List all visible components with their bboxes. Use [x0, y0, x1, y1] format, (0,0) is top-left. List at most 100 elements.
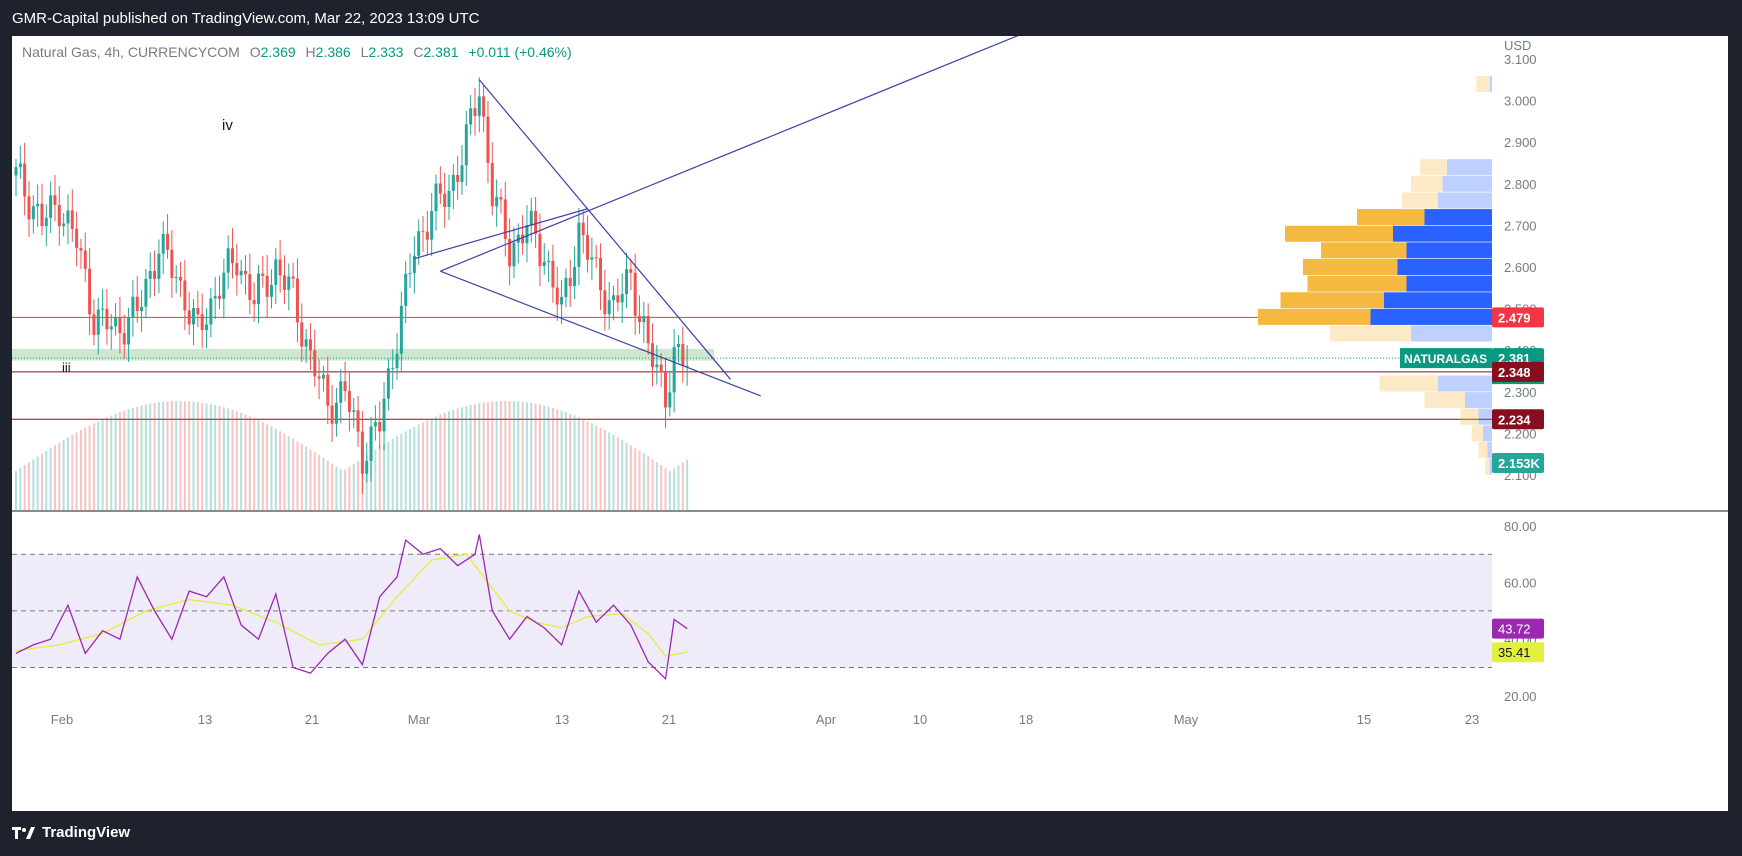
- brand-name: TradingView: [42, 824, 131, 841]
- volume-bar: [556, 409, 559, 511]
- volume-profile-up-bar: [1285, 225, 1393, 242]
- volume-profile-down-bar: [1411, 325, 1492, 342]
- volume-bar: [101, 419, 104, 511]
- volume-bar: [318, 455, 321, 511]
- volume-bar: [105, 417, 108, 511]
- time-tick-label: 13: [198, 712, 212, 727]
- price-tick-label: 2.600: [1504, 260, 1537, 275]
- candle-body: [594, 257, 598, 259]
- candle-body: [261, 273, 265, 276]
- candle-body: [399, 305, 403, 354]
- volume-bar: [170, 401, 173, 511]
- candle-body: [92, 314, 96, 335]
- publish-info: GMR-Capital published on TradingView.com…: [12, 10, 480, 27]
- candle-body: [101, 308, 105, 310]
- volume-bar: [573, 415, 576, 511]
- candle-body: [486, 116, 490, 163]
- volume-profile-down-bar: [1442, 175, 1492, 192]
- volume-profile-up-bar: [1478, 442, 1488, 459]
- volume-bar: [370, 452, 373, 511]
- volume-bar: [677, 465, 680, 511]
- volume-bar: [144, 404, 147, 511]
- candle-body: [205, 324, 209, 330]
- volume-bar: [400, 433, 403, 511]
- volume-bar: [534, 403, 537, 511]
- price-tick-label: 3.000: [1504, 94, 1537, 109]
- candle-body: [529, 210, 533, 226]
- candle-body: [222, 272, 226, 299]
- trendline: [414, 208, 588, 260]
- close-value: 2.381: [423, 44, 459, 60]
- volume-bar: [603, 429, 606, 511]
- time-tick-label: 13: [555, 712, 569, 727]
- volume-bar: [110, 415, 113, 511]
- candle-body: [434, 183, 438, 212]
- volume-bar: [638, 450, 641, 511]
- candle-body: [209, 298, 213, 325]
- candle-body: [430, 211, 434, 240]
- volume-bar: [175, 401, 178, 511]
- low-value: 2.333: [368, 44, 404, 60]
- candle-body: [304, 339, 308, 347]
- volume-profile-up-bar: [1379, 375, 1438, 392]
- chart-frame[interactable]: 3.1003.0002.9002.8002.7002.6002.5002.400…: [12, 25, 1728, 811]
- candle-body: [542, 261, 546, 266]
- price-tick-label: 2.300: [1504, 385, 1537, 400]
- volume-bar: [495, 401, 498, 511]
- high-value: 2.386: [315, 44, 351, 60]
- volume-profile-up-bar: [1424, 392, 1465, 409]
- candle-body: [668, 392, 672, 408]
- wave-label-iii: iii: [62, 360, 71, 375]
- rsi-line: [15, 534, 688, 681]
- chart-canvas[interactable]: 3.1003.0002.9002.8002.7002.6002.5002.400…: [12, 25, 1728, 811]
- volume-bar: [530, 402, 533, 511]
- volume-bar: [551, 407, 554, 511]
- volume-profile-up-bar: [1402, 192, 1438, 209]
- volume-bar: [357, 460, 360, 511]
- candle-body: [40, 203, 44, 227]
- volume-bar: [612, 434, 615, 511]
- volume-bar: [244, 414, 247, 511]
- volume-bar: [292, 438, 295, 511]
- candle-body: [360, 431, 364, 474]
- candle-body: [300, 322, 304, 347]
- volume-bar: [374, 449, 377, 511]
- volume-bar: [517, 401, 520, 511]
- volume-bar: [538, 404, 541, 511]
- candle-body: [638, 315, 642, 323]
- volume-bar: [491, 401, 494, 511]
- volume-bar: [140, 405, 143, 511]
- volume-profile-down-bar: [1483, 425, 1492, 442]
- volume-bar: [560, 410, 563, 511]
- volume-bar: [383, 444, 386, 511]
- candle-body: [534, 210, 538, 234]
- volume-profile-up-bar: [1303, 259, 1398, 275]
- volume-bar: [97, 421, 100, 511]
- candle-body: [66, 210, 70, 224]
- volume-bar: [439, 414, 442, 511]
- volume-bar: [19, 468, 22, 511]
- tradingview-footer[interactable]: TradingView: [12, 824, 130, 841]
- volume-profile-up-bar: [1476, 75, 1490, 92]
- rsi-ma-line: [15, 553, 688, 657]
- volume-bar: [71, 434, 74, 511]
- volume-bar: [114, 413, 117, 511]
- volume-profile-down-bar: [1478, 408, 1492, 425]
- volume-profile-down-bar: [1370, 308, 1492, 325]
- candle-body: [469, 108, 473, 125]
- volume-bar: [136, 406, 139, 511]
- candle-body: [659, 364, 663, 373]
- volume-bar: [287, 436, 290, 511]
- candle-body: [75, 228, 79, 248]
- candle-body: [629, 269, 633, 273]
- candle-body: [681, 343, 685, 367]
- volume-profile-down-bar: [1487, 442, 1492, 459]
- volume-bar: [123, 410, 126, 511]
- volume-bar: [231, 409, 234, 511]
- candle-body: [373, 422, 377, 427]
- candle-body: [127, 317, 131, 345]
- volume-bar: [227, 408, 230, 511]
- volume-profile-down-bar: [1465, 392, 1492, 409]
- volume-profile-down-bar: [1438, 192, 1492, 209]
- candle-body: [57, 205, 61, 227]
